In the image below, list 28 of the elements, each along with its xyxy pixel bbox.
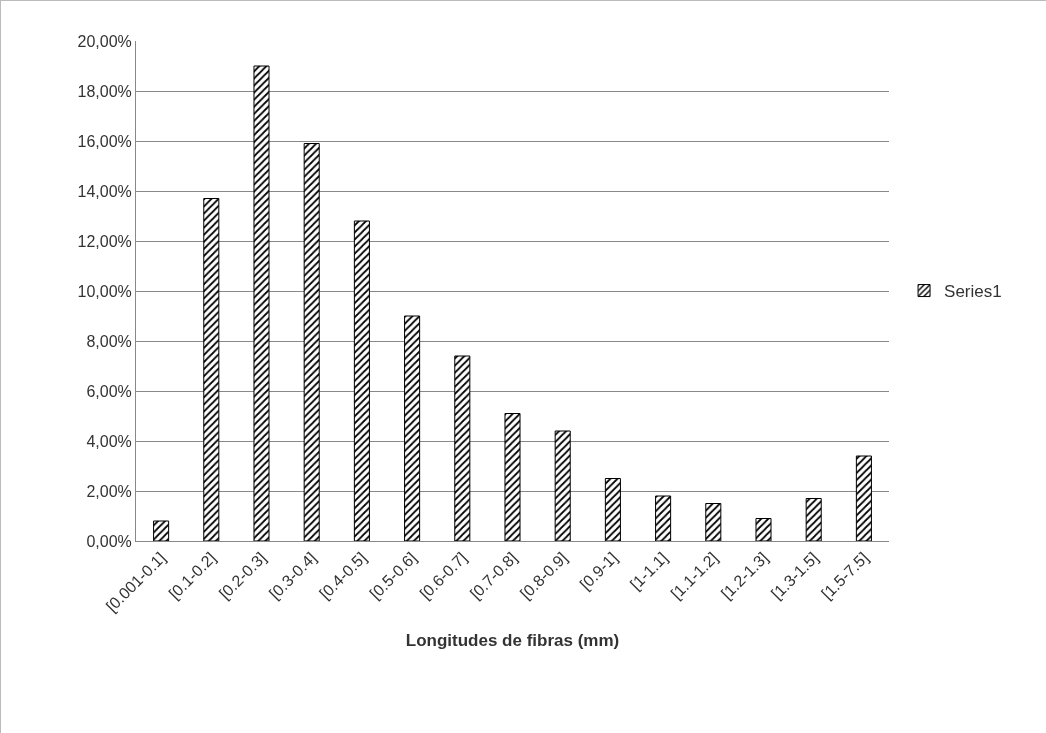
- bar: [755, 518, 772, 541]
- y-tick-label: 18,00%: [77, 82, 132, 100]
- bar: [705, 503, 722, 541]
- y-tick-label: 16,00%: [77, 132, 132, 150]
- text: Series1: [944, 282, 1002, 302]
- bar: [303, 143, 320, 541]
- y-tick-label: 6,00%: [86, 382, 132, 400]
- y-tick-label: 4,00%: [86, 432, 132, 450]
- bar: [805, 498, 822, 541]
- y-tick-label: 14,00%: [77, 182, 132, 200]
- y-tick-label: 0,00%: [86, 532, 132, 550]
- bar: [604, 478, 621, 541]
- bar: [404, 315, 421, 541]
- bar: [253, 65, 270, 541]
- bar: [554, 430, 571, 541]
- bar: [855, 455, 872, 541]
- y-tick-label: 8,00%: [86, 332, 132, 350]
- y-tick-label: 10,00%: [77, 282, 132, 300]
- bar: [353, 220, 370, 541]
- bar: [153, 520, 170, 541]
- bar: [203, 198, 220, 541]
- y-tick-label: 12,00%: [77, 232, 132, 250]
- bar: [454, 355, 471, 541]
- y-tick-label: 2,00%: [86, 482, 132, 500]
- y-tick-label: 20,00%: [77, 32, 132, 50]
- x-axis-title: Longitudes de fibras (mm): [405, 631, 620, 651]
- bar: [655, 495, 672, 541]
- bar: [504, 413, 521, 541]
